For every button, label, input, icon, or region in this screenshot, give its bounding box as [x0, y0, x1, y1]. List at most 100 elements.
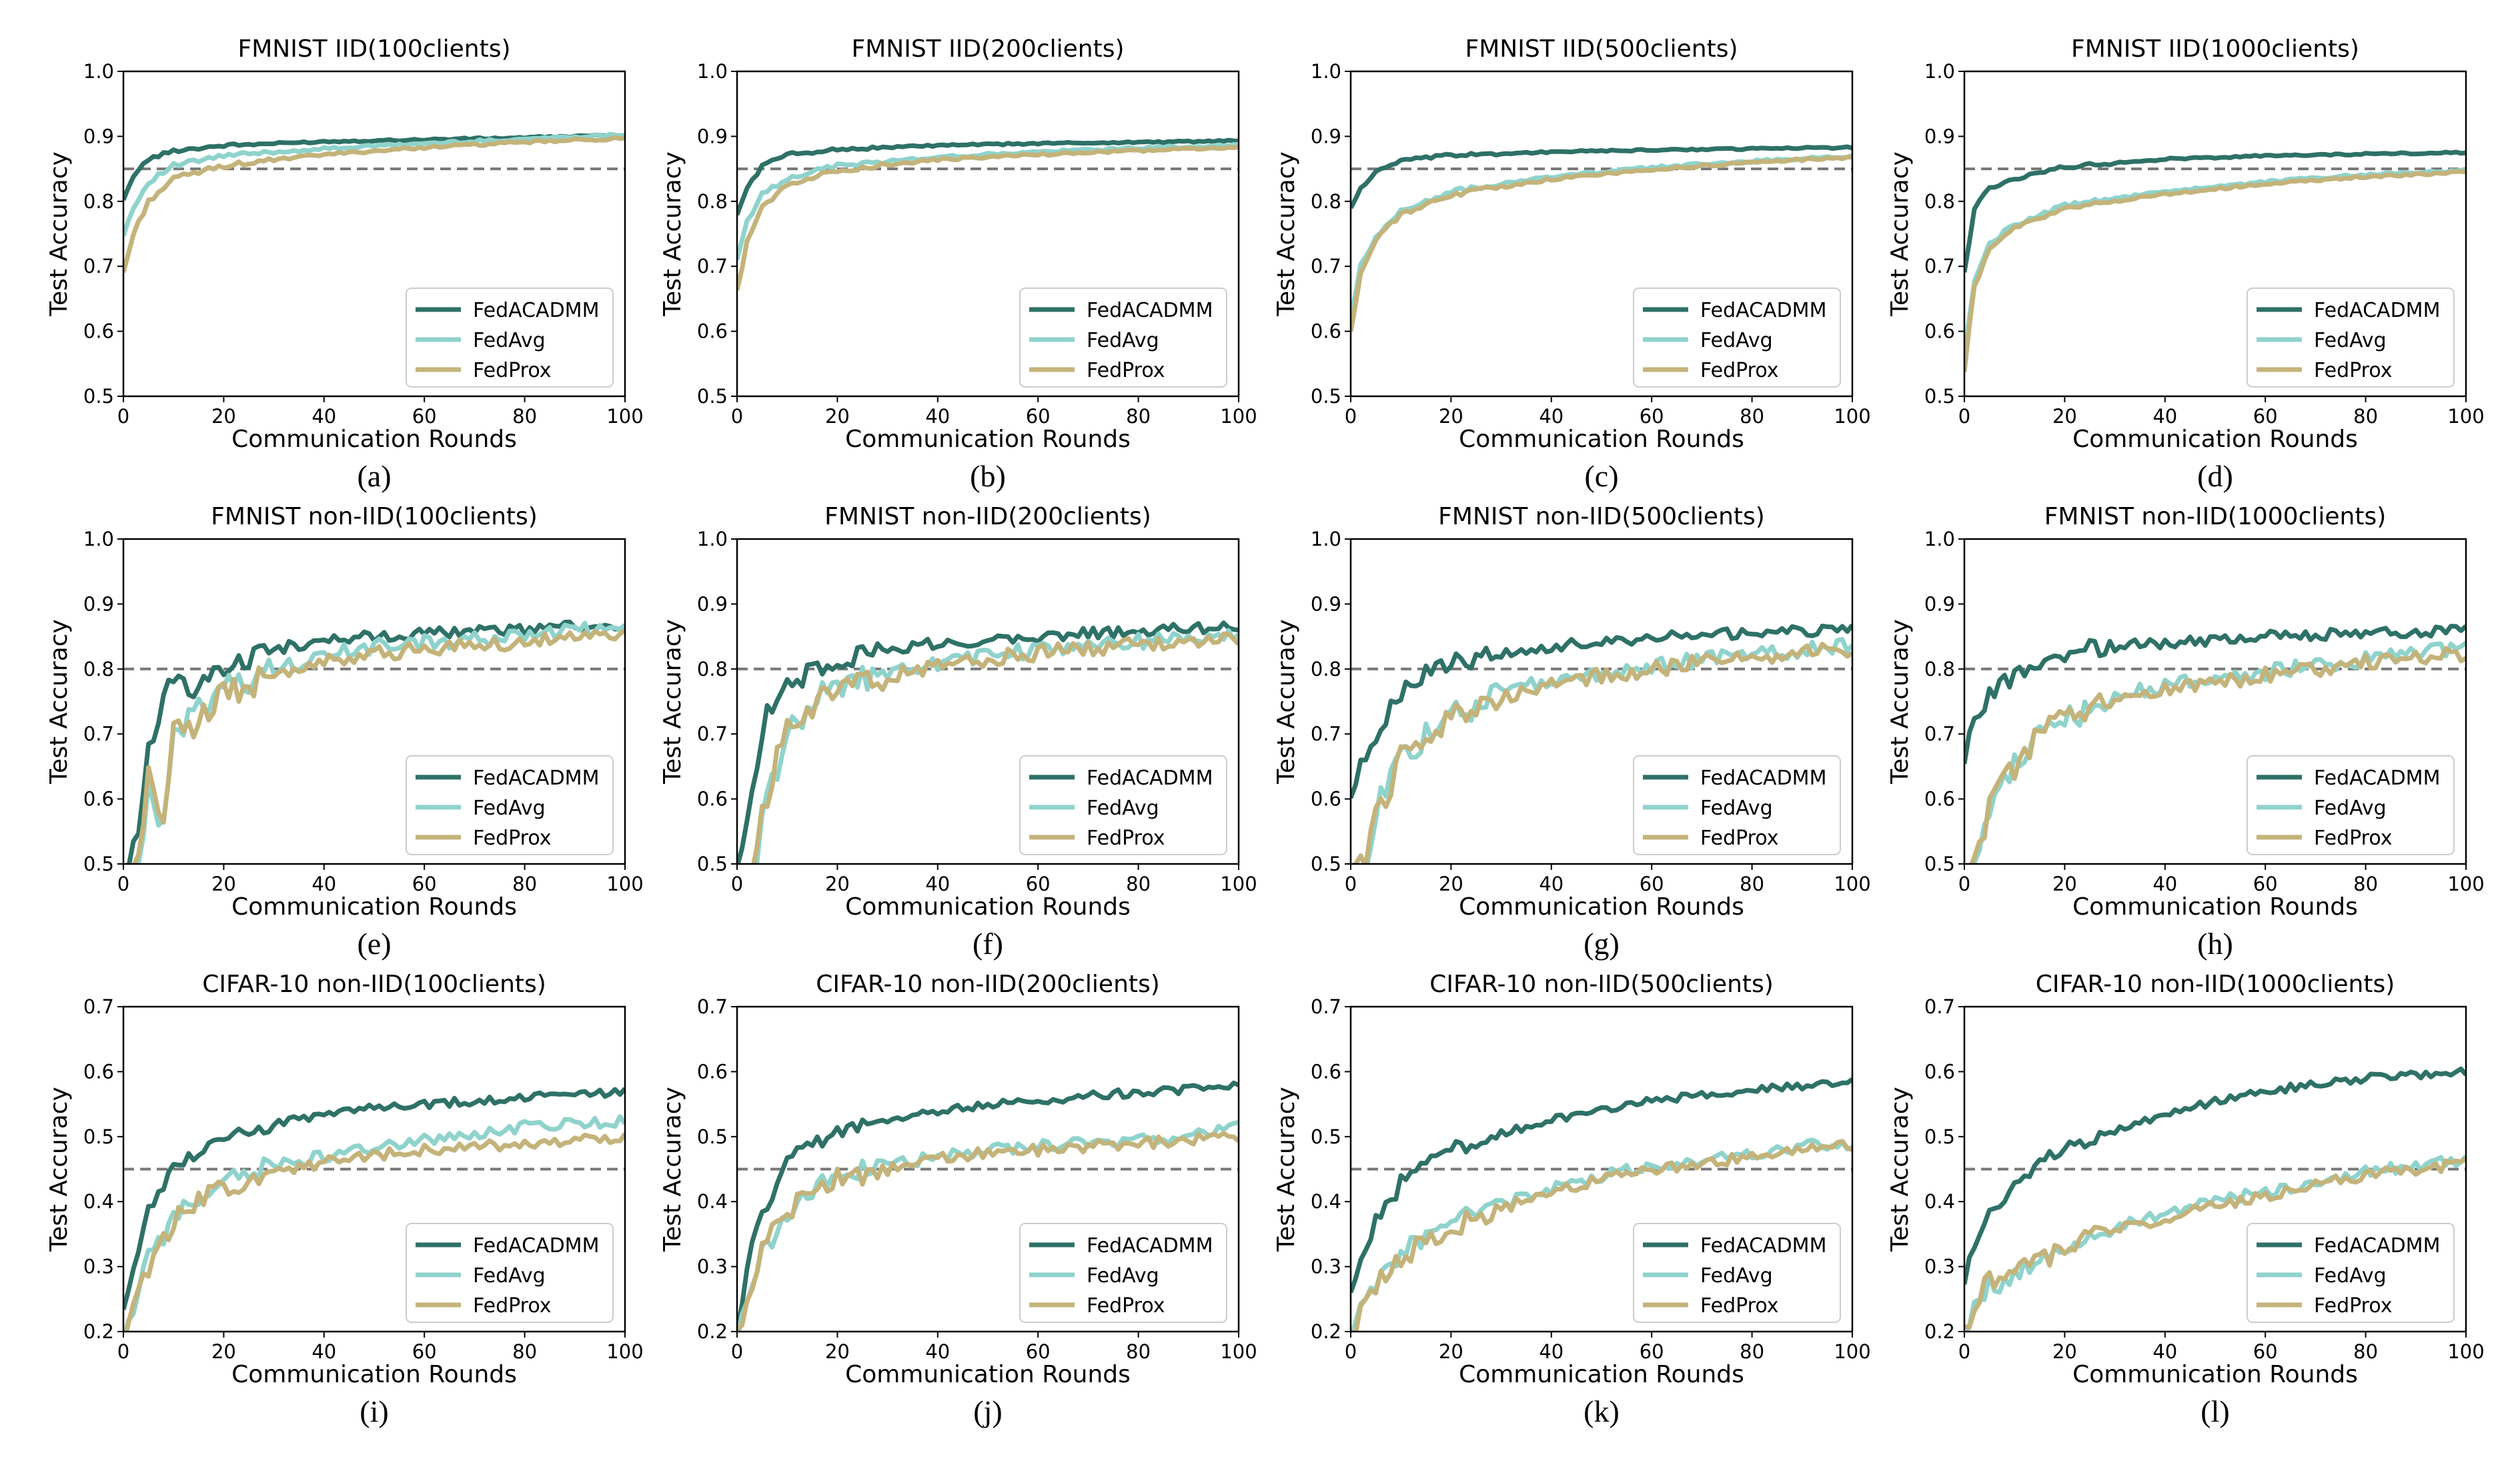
- chart-title: CIFAR-10 non-IID(500clients): [1429, 971, 1774, 998]
- y-tick-label: 0.6: [1924, 1060, 1955, 1083]
- y-tick-label: 0.6: [697, 1060, 728, 1083]
- y-tick-label: 0.4: [1924, 1190, 1955, 1213]
- legend-label: FedProx: [1087, 359, 1165, 382]
- x-tick-label: 100: [1834, 873, 1870, 895]
- plot-frame: [1349, 70, 1854, 398]
- series-line-fedprox: [1964, 1156, 2466, 1330]
- y-tick-label: 0.7: [1311, 722, 1341, 745]
- legend: FedACADMM FedAvg FedProx: [1019, 1223, 1227, 1323]
- panel-caption: (d): [2197, 459, 2233, 493]
- panel-caption: (a): [357, 459, 391, 493]
- y-tick-label: 0.7: [83, 722, 114, 745]
- x-tick-label: 20: [825, 405, 850, 428]
- y-tick-label: 0.8: [83, 658, 114, 680]
- legend-label: FedAvg: [2314, 797, 2387, 820]
- x-axis-label: Communication Rounds: [2072, 1361, 2358, 1388]
- x-tick-label: 40: [311, 873, 336, 895]
- legend-label: FedProx: [473, 827, 552, 850]
- x-tick-label: 100: [2447, 405, 2484, 428]
- x-tick-label: 60: [1640, 873, 1664, 895]
- x-tick-label: 20: [1439, 873, 1463, 895]
- series-line-fedprox: [737, 1131, 1239, 1332]
- y-axis-label: Test Accuracy: [1273, 619, 1300, 785]
- x-tick-label: 100: [606, 1340, 643, 1363]
- plot-frame: [1349, 1005, 1854, 1333]
- y-tick-label: 0.4: [697, 1190, 728, 1213]
- legend-label: FedProx: [1700, 359, 1779, 382]
- y-tick-label: 0.6: [1924, 788, 1955, 811]
- chart-panel: FMNIST IID(500clients) 0 20 40 60 80 100 0.5 0.6…: [1273, 35, 1871, 493]
- legend-label: FedACADMM: [2314, 767, 2440, 790]
- legend-label: FedAvg: [1087, 329, 1159, 352]
- y-tick-label: 0.6: [697, 788, 728, 811]
- y-axis-label: Test Accuracy: [45, 619, 73, 785]
- chart-title: CIFAR-10 non-IID(1000clients): [2036, 971, 2395, 998]
- series-line-fedprox: [131, 628, 625, 864]
- x-tick-label: 80: [2353, 873, 2378, 895]
- y-tick-label: 0.3: [697, 1256, 728, 1278]
- legend-label: FedProx: [2314, 359, 2393, 382]
- chart-title: FMNIST non-IID(100clients): [211, 503, 538, 530]
- x-tick-label: 0: [1345, 1340, 1357, 1363]
- panel-caption: (j): [973, 1394, 1002, 1428]
- plot-frame: [1349, 538, 1854, 865]
- series-line-fedacadmm: [737, 137, 1239, 216]
- x-tick-label: 0: [731, 873, 743, 895]
- x-tick-label: 40: [925, 873, 950, 895]
- legend-box: [1633, 1223, 1841, 1323]
- x-tick-label: 100: [1220, 1340, 1257, 1363]
- series-line-fedacadmm: [1964, 1066, 2466, 1285]
- panel-caption: (l): [2200, 1394, 2229, 1428]
- y-tick-label: 0.9: [83, 125, 114, 147]
- chart-title: FMNIST IID(500clients): [1465, 35, 1738, 63]
- x-tick-label: 40: [1539, 873, 1563, 895]
- legend: FedACADMM FedAvg FedProx: [2247, 1223, 2455, 1323]
- legend-label: FedAvg: [473, 1264, 546, 1288]
- y-tick-label: 0.2: [1924, 1320, 1955, 1343]
- x-tick-label: 0: [731, 1340, 743, 1363]
- x-tick-label: 80: [2353, 405, 2378, 428]
- y-tick-label: 0.5: [1924, 1125, 1955, 1148]
- legend-box: [1019, 755, 1227, 855]
- legend: FedACADMM FedAvg FedProx: [1633, 1223, 1841, 1323]
- series-line-fedacadmm: [737, 1080, 1239, 1332]
- panel-caption: (i): [360, 1394, 388, 1428]
- plot-frame: [122, 538, 626, 865]
- plot-frame: [1963, 70, 2467, 398]
- y-tick-label: 0.8: [697, 658, 728, 680]
- y-tick-label: 0.7: [1311, 255, 1341, 278]
- x-tick-label: 60: [412, 873, 437, 895]
- series-line-fedacadmm: [1964, 149, 2466, 273]
- chart-title: FMNIST non-IID(200clients): [824, 503, 1151, 530]
- chart-panel: FMNIST IID(100clients) 0 20 40 60 80 100 0.5 0.6…: [45, 35, 644, 493]
- x-tick-label: 80: [1740, 873, 1764, 895]
- y-tick-label: 0.9: [1311, 125, 1341, 147]
- legend-label: FedAvg: [1700, 1264, 1773, 1288]
- legend-label: FedACADMM: [1087, 767, 1213, 790]
- panel-caption: (b): [970, 459, 1006, 493]
- y-tick-label: 0.5: [83, 385, 114, 408]
- legend-label: FedACADMM: [2314, 299, 2440, 322]
- y-tick-label: 0.2: [83, 1320, 114, 1343]
- legend: FedACADMM FedAvg FedProx: [1019, 288, 1227, 388]
- x-tick-label: 0: [117, 1340, 129, 1363]
- x-tick-label: 40: [311, 1340, 336, 1363]
- y-tick-label: 0.3: [1924, 1256, 1955, 1278]
- x-axis-label: Communication Rounds: [845, 1361, 1131, 1388]
- y-tick-label: 0.9: [697, 125, 728, 147]
- legend-label: FedACADMM: [1087, 1234, 1213, 1258]
- y-tick-label: 0.7: [83, 995, 114, 1018]
- y-axis-label: Test Accuracy: [45, 1087, 73, 1252]
- series-line-fedprox: [123, 135, 625, 274]
- y-axis-label: Test Accuracy: [1886, 1087, 1914, 1252]
- y-tick-label: 0.5: [1924, 385, 1955, 408]
- x-tick-label: 40: [1539, 1340, 1563, 1363]
- x-tick-label: 60: [1026, 1340, 1051, 1363]
- series-line-fedacadmm: [1351, 1077, 1852, 1294]
- panel-caption: (k): [1584, 1394, 1620, 1428]
- y-tick-label: 0.5: [1311, 853, 1341, 875]
- y-tick-label: 0.6: [1311, 320, 1341, 343]
- legend-box: [406, 288, 614, 388]
- y-tick-label: 0.6: [83, 788, 114, 811]
- x-tick-label: 60: [2253, 405, 2278, 428]
